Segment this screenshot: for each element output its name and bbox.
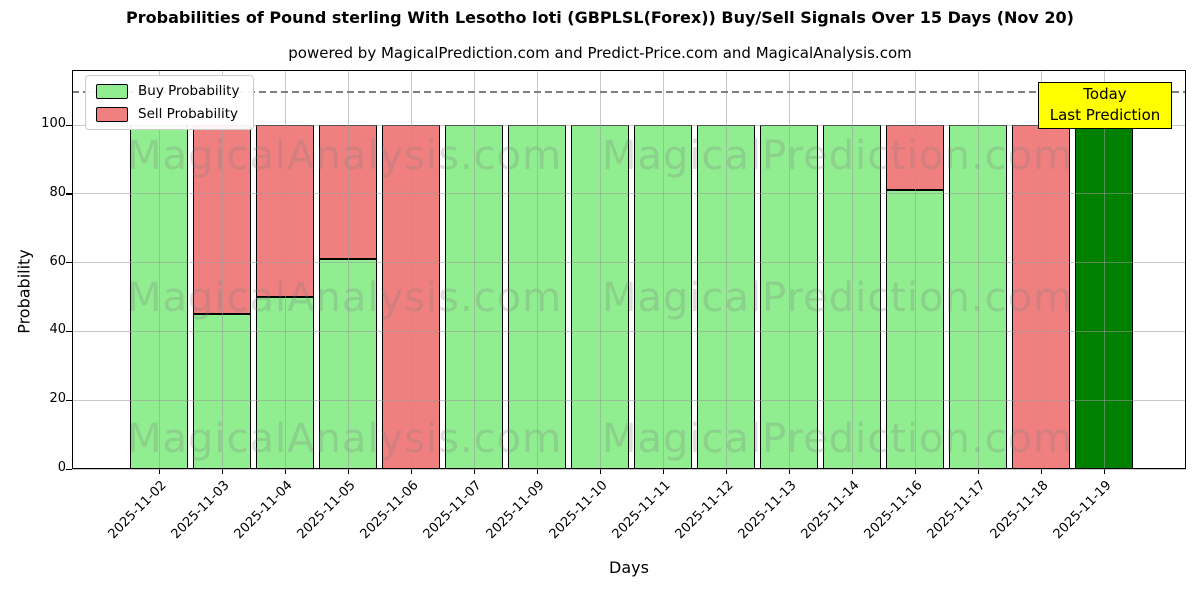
legend-item-buy: Buy Probability bbox=[96, 83, 239, 99]
y-tick-mark bbox=[66, 399, 72, 401]
horizontal-gridline bbox=[72, 262, 1186, 264]
horizontal-gridline bbox=[72, 468, 1186, 470]
x-tick-mark bbox=[284, 469, 286, 474]
watermark-text: MagicalAnalysis.com bbox=[127, 133, 563, 179]
vertical-gridline bbox=[851, 70, 853, 469]
x-tick-mark bbox=[599, 469, 601, 474]
legend-buy-label: Buy Probability bbox=[138, 83, 240, 99]
vertical-gridline bbox=[158, 70, 160, 469]
plot-area: MagicalAnalysis.com MagicalPrediction.com… bbox=[72, 70, 1186, 470]
x-tick-mark bbox=[851, 469, 853, 474]
legend: Buy Probability Sell Probability bbox=[85, 75, 255, 130]
horizontal-gridline bbox=[72, 124, 1186, 126]
y-tick-label: 0 bbox=[57, 460, 66, 475]
threshold-dashed-line bbox=[72, 90, 1186, 93]
x-tick-mark bbox=[347, 469, 349, 474]
grid-layer bbox=[72, 70, 1186, 470]
x-axis-label: Days bbox=[609, 558, 649, 577]
y-tick-mark bbox=[66, 262, 72, 264]
x-tick-mark bbox=[473, 469, 475, 474]
watermark-layer: MagicalAnalysis.com MagicalPrediction.com… bbox=[72, 70, 1186, 469]
vertical-gridline bbox=[284, 70, 286, 469]
watermark-text: MagicalPrediction.com bbox=[602, 275, 1073, 321]
y-tick-label: 100 bbox=[41, 116, 66, 132]
y-tick-mark bbox=[66, 330, 72, 333]
buy-probability-swatch-icon bbox=[96, 83, 128, 99]
vertical-gridline bbox=[662, 70, 664, 469]
y-tick-mark bbox=[66, 193, 72, 195]
y-tick-mark bbox=[66, 468, 72, 470]
y-tick-label: 60 bbox=[49, 253, 66, 269]
x-tick-mark bbox=[1040, 469, 1042, 474]
vertical-gridline bbox=[221, 70, 223, 469]
y-tick-label: 40 bbox=[49, 322, 66, 338]
today-annotation-box: Today Last Prediction bbox=[1038, 82, 1172, 129]
vertical-gridline bbox=[473, 70, 475, 469]
x-tick-mark bbox=[221, 469, 223, 474]
today-annotation-line1: Today bbox=[1083, 85, 1127, 103]
horizontal-gridline bbox=[72, 399, 1186, 401]
vertical-gridline bbox=[725, 70, 727, 469]
watermark-text: MagicalAnalysis.com bbox=[127, 416, 563, 462]
y-tick-label: 80 bbox=[49, 184, 66, 200]
horizontal-gridline bbox=[72, 193, 1186, 195]
chart-title: Probabilities of Pound sterling With Les… bbox=[126, 8, 1074, 27]
vertical-gridline bbox=[536, 70, 538, 469]
vertical-gridline bbox=[788, 70, 790, 469]
x-tick-mark bbox=[536, 469, 538, 474]
x-tick-mark bbox=[788, 469, 790, 474]
vertical-gridline bbox=[1103, 70, 1105, 469]
watermark-text: MagicalAnalysis.com bbox=[127, 275, 563, 321]
x-tick-mark bbox=[662, 469, 664, 474]
legend-sell-label: Sell Probability bbox=[138, 106, 239, 122]
x-tick-mark bbox=[914, 469, 916, 474]
vertical-gridline bbox=[347, 70, 349, 469]
legend-item-sell: Sell Probability bbox=[96, 106, 239, 122]
vertical-gridline bbox=[977, 70, 979, 469]
vertical-gridline bbox=[410, 70, 412, 469]
x-tick-mark bbox=[725, 469, 727, 474]
watermark-text: MagicalPrediction.com bbox=[602, 416, 1073, 462]
x-tick-mark bbox=[410, 469, 412, 474]
y-tick-mark bbox=[66, 124, 72, 126]
chart-subtitle: powered by MagicalPrediction.com and Pre… bbox=[288, 44, 912, 62]
y-axis-label: Probability bbox=[14, 249, 34, 334]
x-tick-mark bbox=[977, 469, 979, 474]
watermark-text: MagicalPrediction.com bbox=[602, 133, 1073, 179]
x-tick-mark bbox=[158, 469, 160, 474]
vertical-gridline bbox=[914, 70, 916, 469]
x-tick-mark bbox=[1103, 469, 1105, 474]
sell-probability-swatch-icon bbox=[96, 106, 128, 122]
y-tick-label: 20 bbox=[49, 391, 66, 407]
today-annotation-line2: Last Prediction bbox=[1049, 106, 1161, 124]
horizontal-gridline bbox=[72, 330, 1186, 332]
vertical-gridline bbox=[599, 70, 601, 469]
vertical-gridline bbox=[1040, 70, 1042, 469]
